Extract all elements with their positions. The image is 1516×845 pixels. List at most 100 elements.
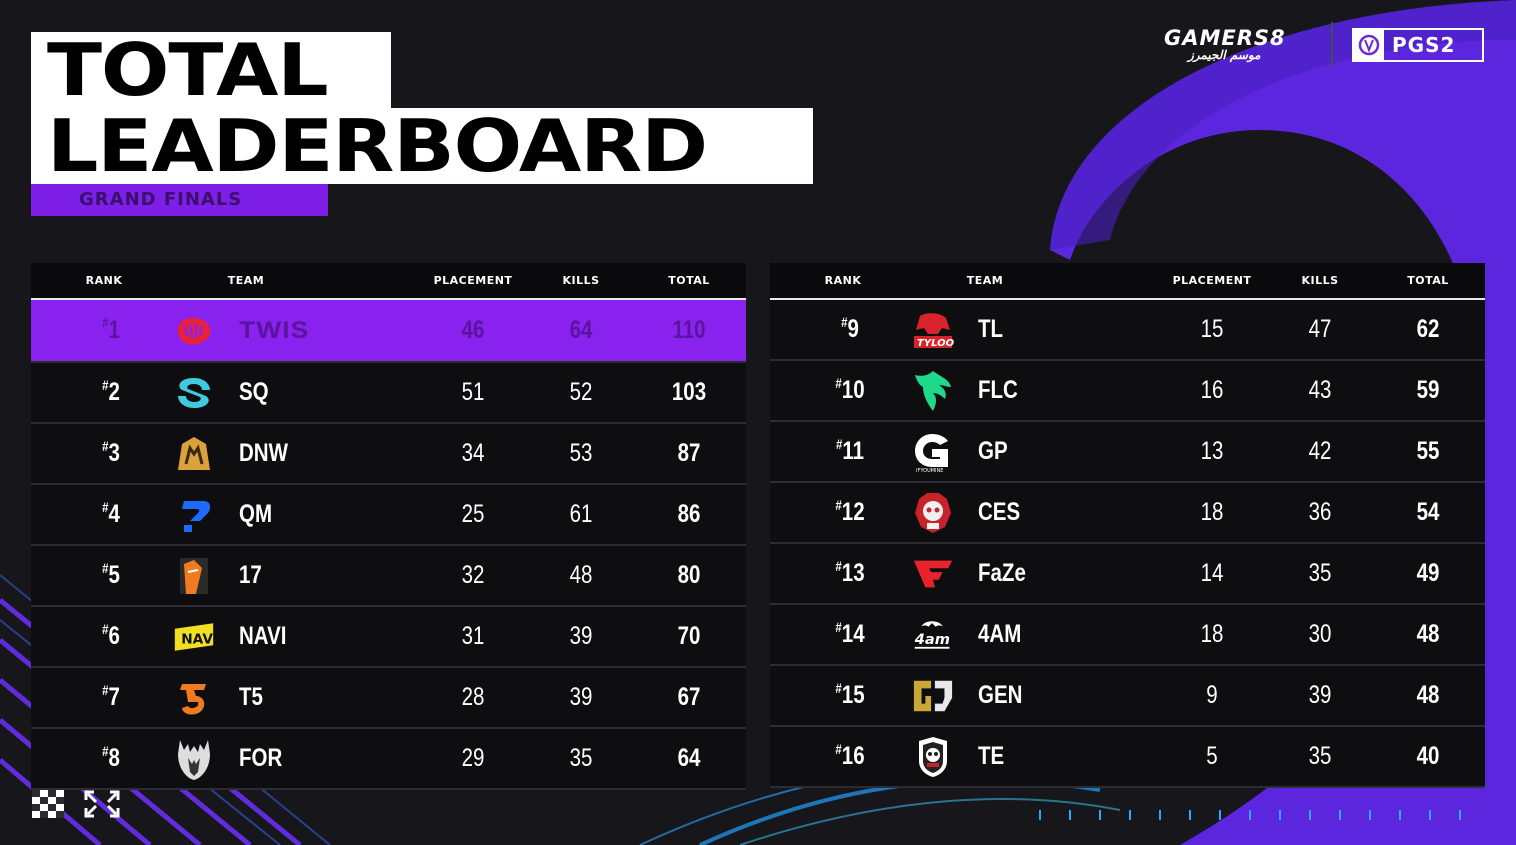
rank-value: 7 [108,683,120,711]
rank-cell: #4 [102,499,120,528]
total-points: 48 [1416,620,1440,648]
table-row: #3 DNW 34 53 87 [31,424,746,485]
brand-divider [1331,22,1333,66]
header-kills: KILLS [1301,274,1339,287]
team-name: NAVI [239,622,287,650]
placement-points: 29 [461,744,485,772]
team-name: GP [978,437,1008,465]
rank-cell: #3 [102,438,120,467]
placement-points: 18 [1200,498,1224,526]
corner-icons [32,790,120,818]
team-name: FLC [978,376,1018,404]
navi-logo-icon: NAVI [173,616,215,658]
for-logo-icon [173,738,215,780]
rank-cell: #9 [841,314,859,343]
rank-value: 3 [108,439,120,467]
header-kills: KILLS [562,274,600,287]
team-name: QM [239,500,273,528]
svg-text:TYLOO: TYLOO [917,338,954,349]
team-name: 17 [239,561,262,589]
rank-cell: #11 [835,436,865,465]
header-placement: PLACEMENT [433,274,513,287]
rank-value: 2 [108,378,120,406]
rank-value: 12 [841,498,865,526]
table-row: #5 17 32 48 80 [31,546,746,607]
total-points: 64 [677,744,701,772]
placement-points: 15 [1200,315,1224,343]
17-logo-icon [173,555,215,597]
table-row: #9 TYLOO TL 15 47 62 [770,300,1485,361]
rank-cell: #2 [102,377,120,406]
checkered-flag-icon [32,790,64,818]
dnw-logo-icon [173,433,215,475]
leaderboard-left: RANK TEAM PLACEMENT KILLS TOTAL #1 TWIS 46… [31,263,746,790]
kill-points: 61 [569,500,593,528]
4am-logo-icon: 4am [912,614,954,656]
twis-logo-icon [173,310,215,352]
title-block-top: TOTAL [31,32,391,108]
rank-value: 6 [108,622,120,650]
total-points: 67 [677,683,701,711]
team-name: FaZe [978,559,1026,587]
kill-points: 30 [1308,620,1332,648]
rank-cell: #14 [835,619,865,648]
total-points: 86 [677,500,701,528]
t5-logo-icon [173,677,215,719]
total-points: 48 [1416,681,1440,709]
total-points: 62 [1416,315,1440,343]
faze-logo-icon [912,553,954,595]
gamers8-label: GAMERS8 [1164,26,1286,50]
table-row: #14 4am 4AM 18 30 48 [770,605,1485,666]
team-name: SQ [239,378,269,406]
ces-logo-icon [912,492,954,534]
total-points: 49 [1416,559,1440,587]
rank-cell: #15 [835,680,865,709]
rank-cell: #8 [102,743,120,772]
header-placement: PLACEMENT [1172,274,1252,287]
timeline-ticks [1039,810,1461,820]
sq-logo-icon [173,372,215,414]
table-row: #6 NAVI NAVI 31 39 70 [31,607,746,668]
pgs2-label: PGS2 [1392,33,1456,57]
table-row: #7 T5 28 39 67 [31,668,746,729]
kill-points: 48 [569,561,593,589]
total-points: 54 [1416,498,1440,526]
placement-points: 32 [461,561,485,589]
rank-cell: #5 [102,560,120,589]
placement-points: 18 [1200,620,1224,648]
kill-points: 39 [569,683,593,711]
header-rank: RANK [85,274,123,287]
team-name: GEN [978,681,1023,709]
rank-cell: #12 [835,497,865,526]
gamers8-arabic-label: موسم الجيمرز [1188,48,1261,62]
rank-value: 8 [108,744,120,772]
total-points: 87 [677,439,701,467]
team-name: TE [978,742,1005,770]
team-name: TL [978,315,1004,343]
table-header: RANK TEAM PLACEMENT KILLS TOTAL [770,263,1485,300]
total-points: 40 [1416,742,1440,770]
team-name: T5 [239,683,263,711]
rank-cell: #6 [102,621,120,650]
svg-text:NAVI: NAVI [181,631,215,647]
placement-points: 25 [461,500,485,528]
page-title-line2: LEADERBOARD [47,104,708,188]
placement-points: 13 [1200,437,1224,465]
team-name: TWIS [239,317,310,344]
rank-value: 1 [108,316,120,344]
gamers8-logo: GAMERS8 موسم الجيمرز [1160,26,1320,66]
table-row: #11 IFYOUMINE GP 13 42 55 [770,422,1485,483]
leaderboard-right: RANK TEAM PLACEMENT KILLS TOTAL #9 TYLOO T… [770,263,1485,788]
rank-cell: #10 [835,375,865,404]
kill-points: 64 [569,316,593,344]
kill-points: 36 [1308,498,1332,526]
team-name: DNW [239,439,288,467]
qm-logo-icon [173,494,215,536]
total-points: 59 [1416,376,1440,404]
total-points: 70 [677,622,701,650]
table-row: #13 FaZe 14 35 49 [770,544,1485,605]
title-block-bottom: LEADERBOARD [31,108,813,184]
gp-logo-icon: IFYOUMINE [912,431,954,473]
placement-points: 9 [1206,681,1218,709]
kill-points: 35 [1308,559,1332,587]
